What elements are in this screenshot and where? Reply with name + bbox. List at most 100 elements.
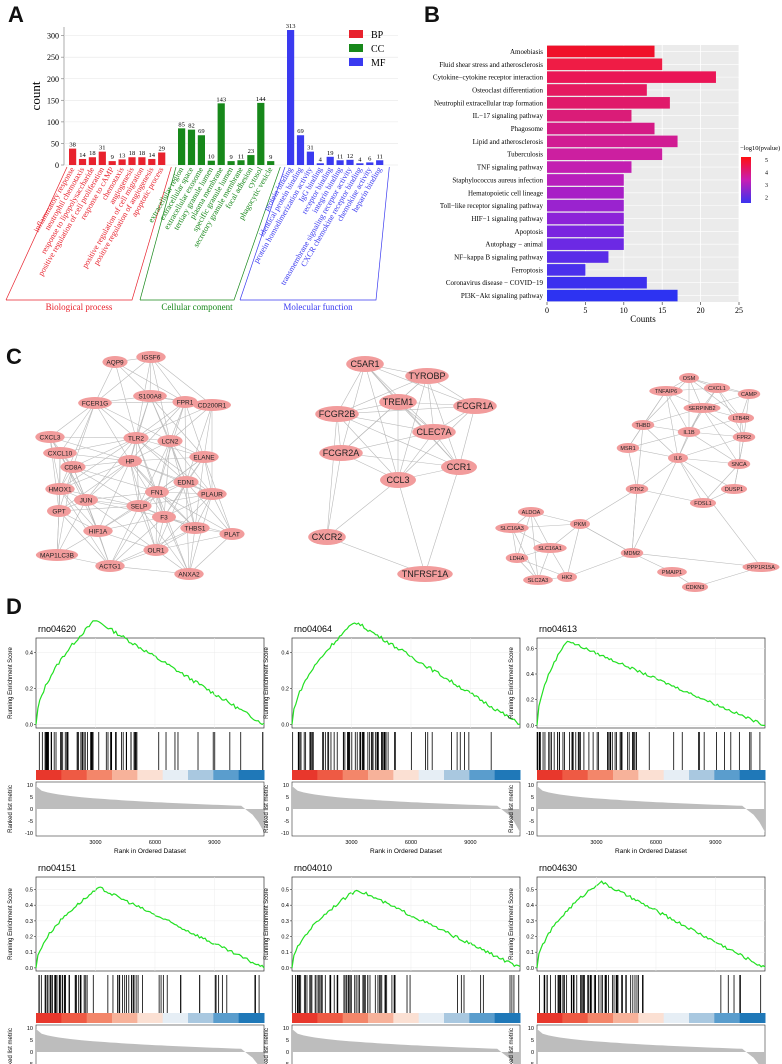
bar — [547, 264, 586, 276]
network-node — [668, 453, 688, 463]
network-node — [315, 406, 359, 422]
network-edge — [135, 437, 213, 495]
rank-heatmap-cell — [638, 770, 665, 780]
network-node-label: ELANE — [193, 454, 215, 461]
bar — [69, 148, 77, 165]
rank-heatmap-cell — [689, 1013, 715, 1023]
rank-heatmap-cell — [613, 770, 639, 780]
network-node-label: ACTG1 — [99, 563, 121, 570]
rank-heatmap-cell — [562, 1013, 589, 1023]
network-edge — [163, 440, 171, 518]
bar — [547, 174, 624, 186]
enrichment-curve — [35, 620, 265, 726]
network-edge — [94, 402, 131, 462]
metric-tick-label: 10 — [283, 1026, 289, 1032]
network-edge — [94, 356, 152, 404]
category-label: Lipid and atherosclerosis — [473, 138, 544, 146]
network-node-label: TLR2 — [128, 435, 144, 442]
x-tick-label: 6000 — [405, 840, 417, 846]
network-edge — [72, 437, 137, 468]
network-edge — [114, 361, 186, 403]
y-tick-label: 0.2 — [25, 686, 33, 692]
curve-frame — [536, 876, 766, 972]
network-edge — [579, 488, 638, 525]
y-tick-label: 0.2 — [526, 698, 534, 704]
network-node-label: F3 — [160, 514, 168, 521]
network-node-label: CXCL3 — [40, 434, 61, 441]
rank-heatmap-cell — [714, 1013, 741, 1023]
gsea-plot-rno04151: rno04151 0.0 0.1 0.2 0.3 0.4 0.5 Running Enrich… — [8, 863, 265, 1064]
ranked-metric-area — [292, 1029, 520, 1064]
bar — [547, 122, 655, 135]
network-edge — [677, 457, 735, 490]
gsea-plot-title: rno04064 — [294, 624, 332, 634]
x-tick-label: 3000 — [345, 840, 357, 846]
network-edge — [340, 363, 366, 454]
network-edge — [701, 407, 740, 465]
y-tick-label: 0.2 — [25, 935, 33, 941]
colorbar-title: −log10(pvalue) — [740, 145, 780, 152]
metric-tick-label: 0 — [286, 1050, 289, 1056]
metric-axis-label: Ranked list metric — [509, 785, 515, 833]
bar-value-label: 11 — [337, 153, 343, 160]
bar — [547, 109, 632, 122]
network-edge — [85, 499, 165, 518]
network-edge — [702, 463, 740, 504]
rank-heatmap-cell — [137, 1013, 164, 1023]
bar — [547, 161, 632, 173]
rank-heatmap-cell — [61, 770, 88, 780]
bar — [306, 151, 314, 165]
network-edge — [340, 401, 399, 454]
x-tick-label: 9000 — [464, 840, 476, 846]
network-edge — [72, 466, 158, 493]
panel-c: C AQP9 IGSF6 FCER1G S100A8 FPR1 CD200R1 CXCL3 T… — [6, 344, 780, 592]
bar — [336, 160, 344, 165]
network-edge — [59, 452, 87, 501]
colorbar-tick-label: 3 — [765, 183, 768, 189]
network-node-label: ALDOA — [522, 510, 541, 516]
y-tick-label: 0.3 — [25, 919, 33, 925]
bracket — [140, 166, 281, 301]
legend-label: MF — [371, 58, 386, 69]
network-node — [732, 432, 756, 442]
bar — [547, 212, 624, 225]
network-edge — [336, 363, 366, 415]
network-edge — [129, 395, 151, 462]
metric-axis-label: Ranked list metric — [264, 785, 270, 833]
bar-value-label: 6 — [368, 155, 372, 162]
metric-tick-label: 5 — [531, 1038, 534, 1044]
metric-tick-label: 5 — [30, 795, 33, 801]
network-node-label: MAP1LC3B — [40, 552, 74, 559]
x-tick-label: 9000 — [709, 840, 721, 846]
network-node — [192, 399, 232, 411]
network-edge — [336, 413, 460, 468]
x-tick-label: 3000 — [590, 840, 602, 846]
network-edge — [150, 356, 213, 406]
gsea-plot-rno04620: rno04620 0.0 0.2 0.4 Running Enrichment Scor… — [8, 620, 265, 855]
network-node — [102, 356, 128, 368]
bar — [316, 163, 324, 165]
ranked-metric-area — [537, 1029, 765, 1064]
network-edge — [49, 402, 96, 438]
bar — [547, 71, 716, 83]
network-node-label: MSR1 — [620, 446, 635, 452]
network-edge — [156, 491, 196, 529]
bar — [187, 129, 196, 165]
network-edge — [149, 356, 152, 397]
enrichment-curve — [291, 622, 521, 726]
x-tick-label: 5 — [583, 306, 587, 315]
rank-heatmap-cell — [162, 770, 189, 780]
network-edge — [155, 533, 233, 551]
colorbar-tick-label: 2 — [765, 196, 768, 202]
bar-value-label: 14 — [79, 152, 86, 159]
y-axis-label: Running Enrichment Score — [509, 646, 515, 718]
network-node-label: LDHA — [510, 556, 525, 562]
enrichment-curve — [536, 880, 766, 968]
network-node-label: CCR1 — [447, 462, 472, 472]
bar-value-label: 4 — [319, 156, 323, 163]
network-node — [83, 525, 113, 537]
network-node-label: DUSP1 — [725, 487, 743, 493]
network-node — [703, 383, 731, 393]
network-edge — [397, 479, 426, 575]
